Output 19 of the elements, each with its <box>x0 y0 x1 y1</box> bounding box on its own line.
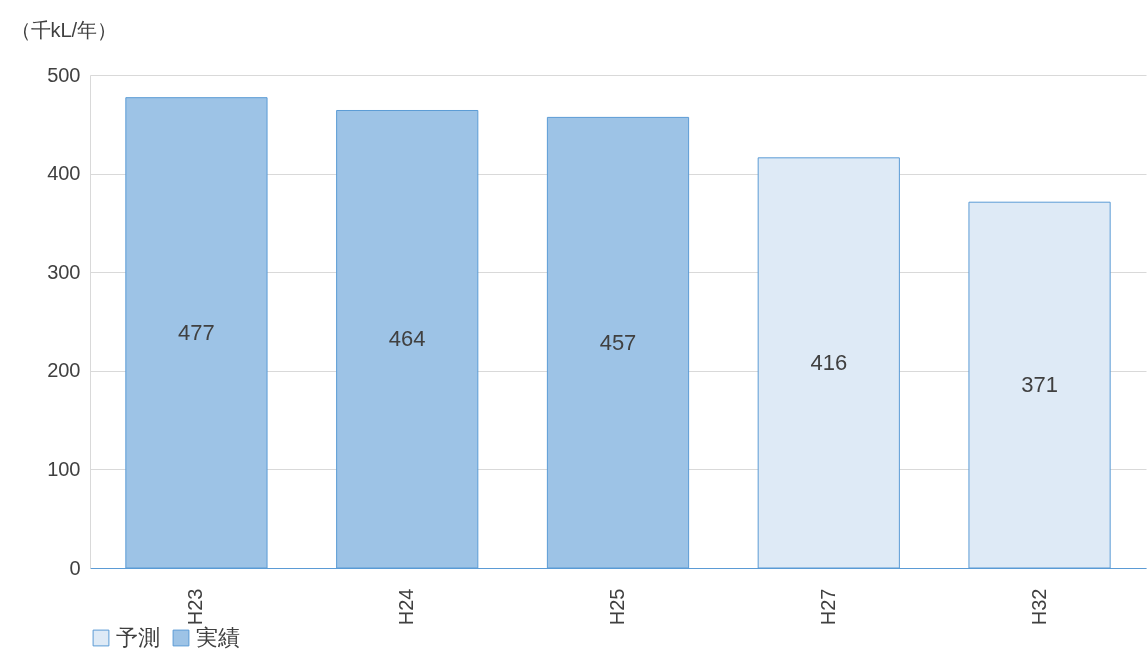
legend-label: 予測 <box>116 625 160 650</box>
data-label: 464 <box>388 326 426 352</box>
y-tick-label: 400 <box>47 162 81 185</box>
data-label: 371 <box>1021 372 1058 398</box>
x-tick-label: H24 <box>395 588 418 626</box>
y-tick-label: 200 <box>47 359 81 382</box>
data-label: 416 <box>810 349 848 375</box>
y-tick-label: 0 <box>69 556 81 579</box>
y-axis-title: （千kL/年） <box>10 18 118 41</box>
y-tick-label: 300 <box>47 260 81 283</box>
legend-label: 実績 <box>196 625 240 650</box>
data-label: 457 <box>599 329 637 355</box>
x-tick-label: H27 <box>816 588 839 626</box>
y-tick-label: 100 <box>47 457 81 480</box>
data-label: 477 <box>178 319 215 345</box>
x-tick-label: H25 <box>606 588 628 626</box>
x-tick-label: H23 <box>184 588 207 626</box>
y-tick-label: 500 <box>47 63 81 86</box>
x-tick-label: H32 <box>1027 588 1050 626</box>
